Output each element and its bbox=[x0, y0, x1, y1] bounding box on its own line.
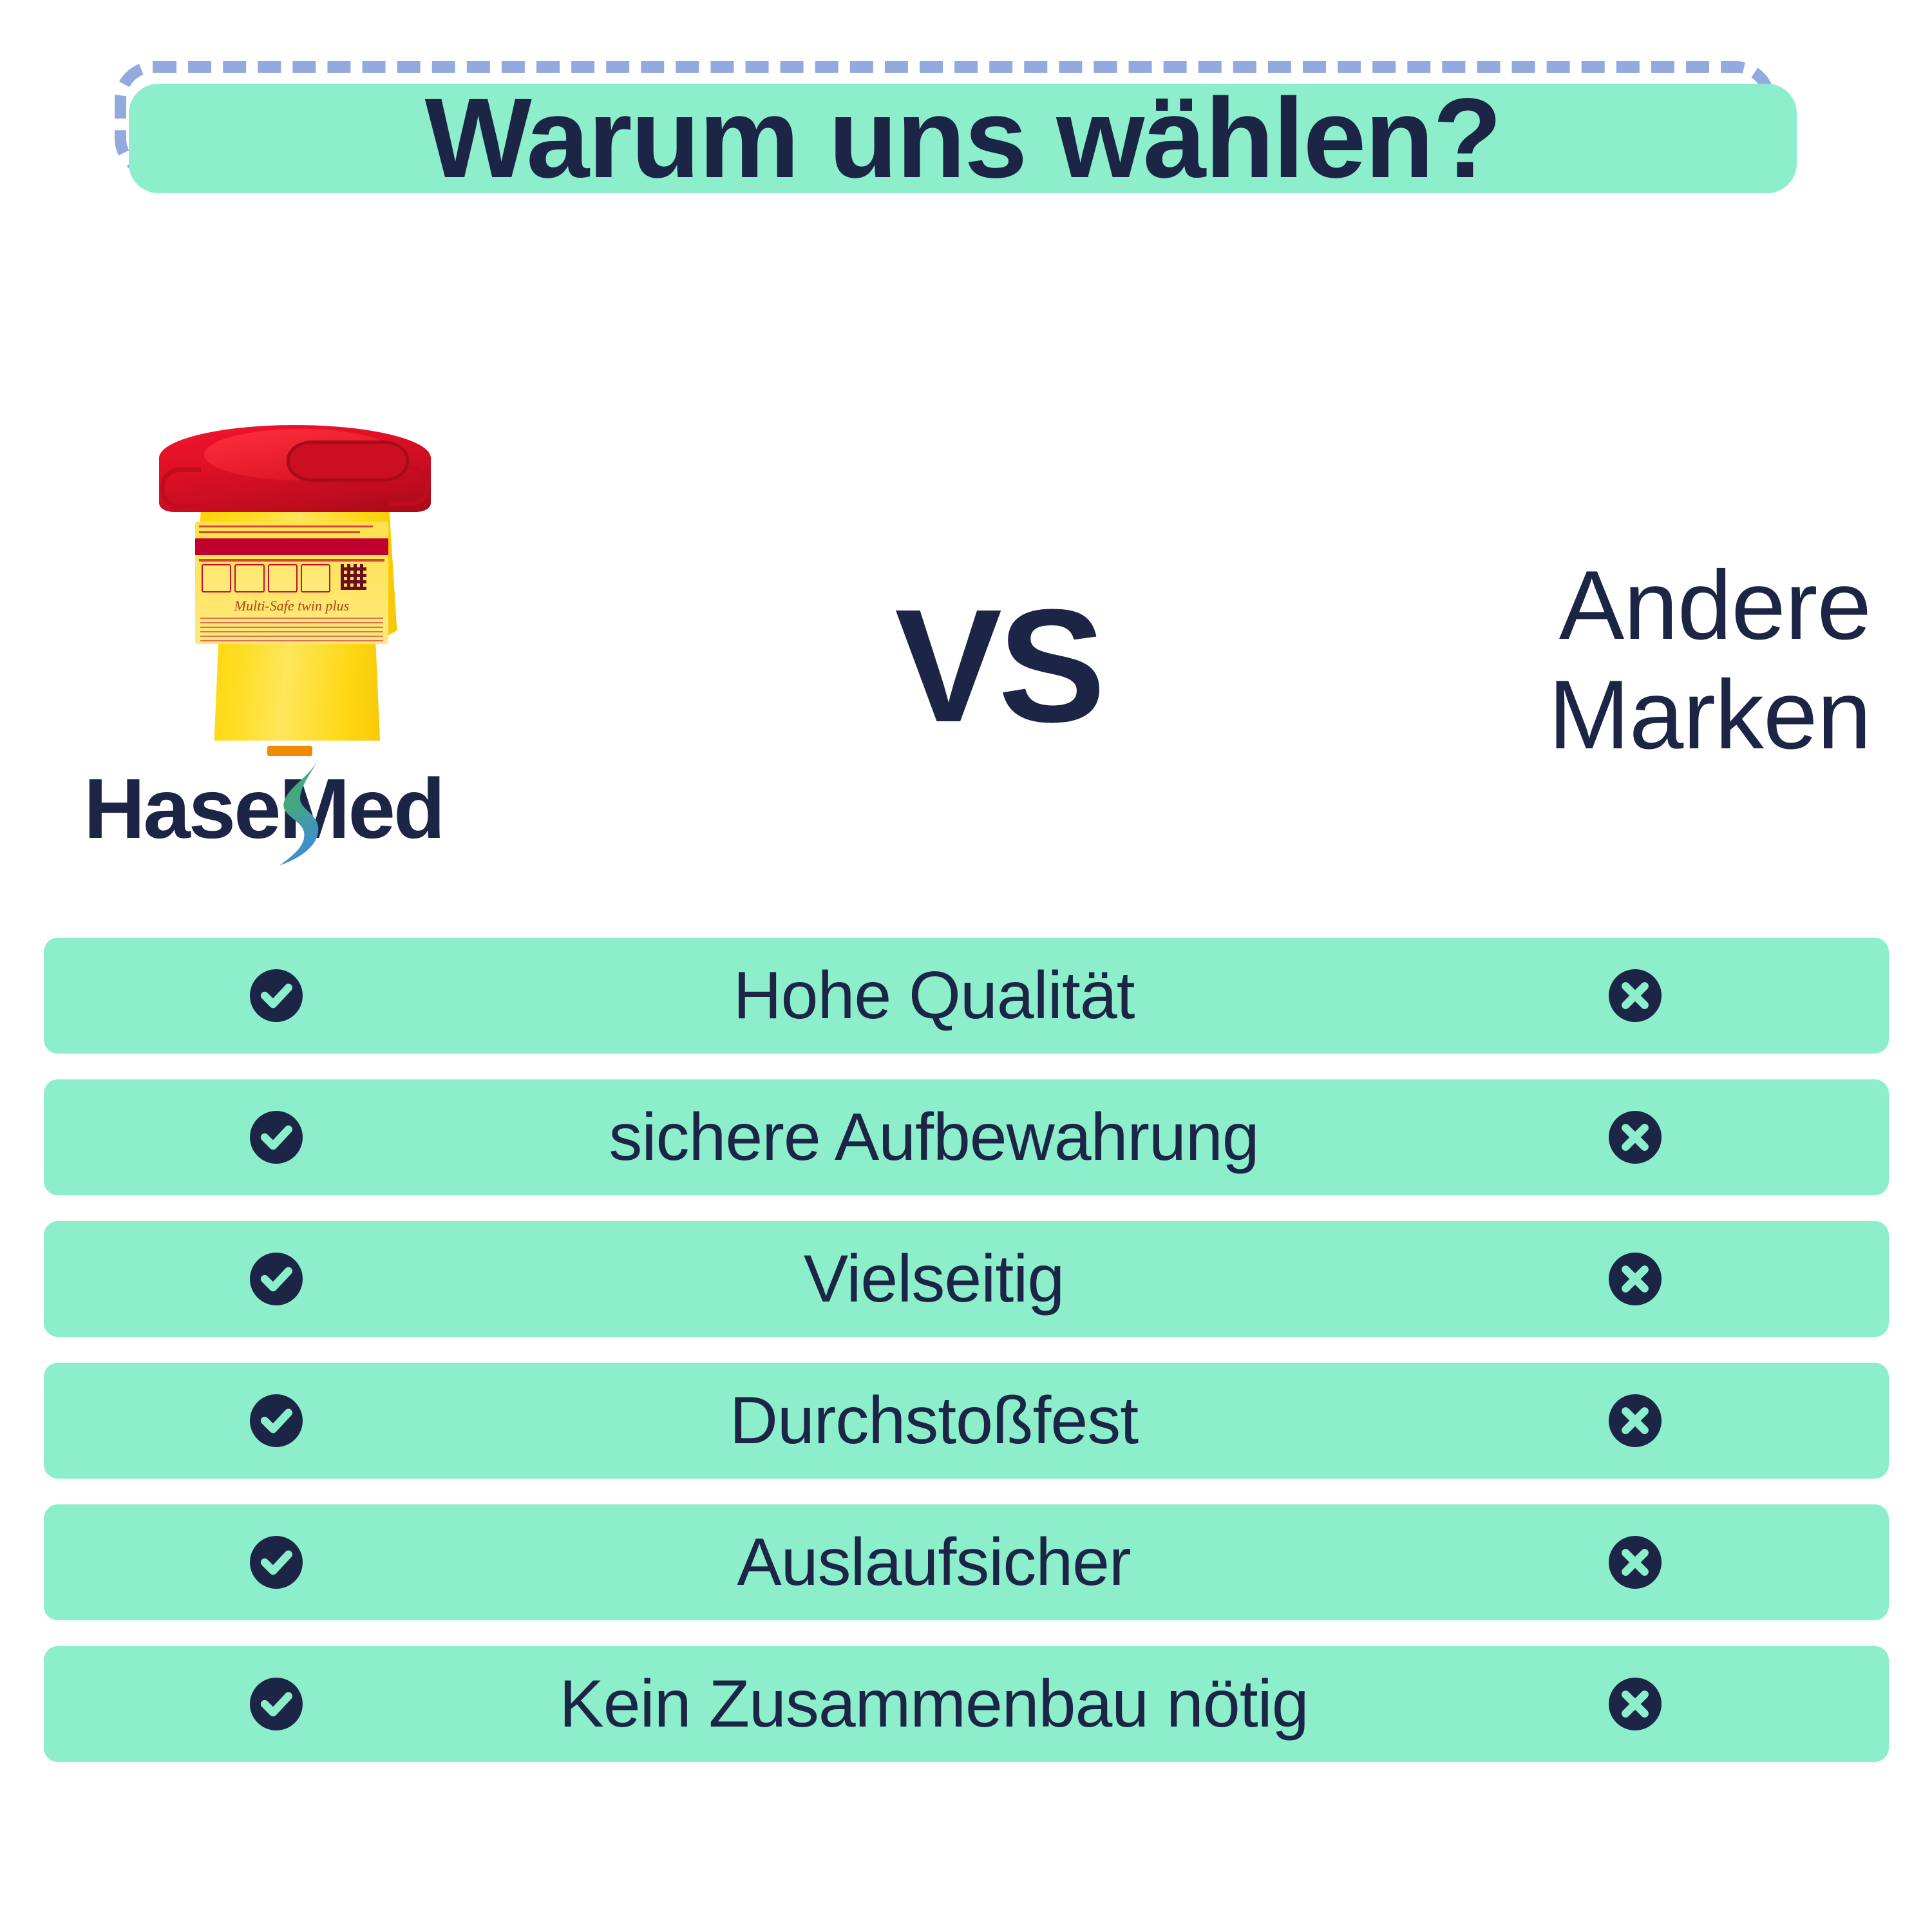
cross-circle-icon bbox=[1608, 1678, 1662, 1730]
check-circle-icon bbox=[249, 1394, 303, 1447]
check-circle-icon bbox=[249, 1678, 303, 1730]
container-fineprint bbox=[200, 617, 383, 641]
cross-circle-icon bbox=[1608, 969, 1662, 1022]
header-banner: Warum uns wählen? bbox=[0, 0, 1932, 213]
feature-label: Vielseitig bbox=[803, 1241, 1065, 1316]
feature-row: Durchstoßfest bbox=[43, 1363, 1889, 1479]
check-circle-icon bbox=[249, 1536, 303, 1589]
check-circle-icon bbox=[249, 1111, 303, 1164]
feature-label: Auslaufsicher bbox=[737, 1524, 1131, 1600]
feature-row: Vielseitig bbox=[43, 1221, 1889, 1337]
container-lid bbox=[159, 425, 431, 512]
feature-row: Hohe Qualität bbox=[43, 938, 1889, 1054]
check-circle-icon bbox=[249, 969, 303, 1022]
container-handle-left bbox=[160, 468, 201, 509]
container-label-text: Multi-Safe twin plus bbox=[234, 598, 350, 614]
feature-row: Kein Zusammenbau nötig bbox=[43, 1646, 1889, 1762]
feature-label: Kein Zusammenbau nötig bbox=[559, 1666, 1309, 1741]
comparison-band: Multi-Safe twin plus HaseMed V bbox=[0, 399, 1932, 908]
header-green-box bbox=[129, 84, 1797, 193]
brand-logo: HaseMed bbox=[84, 759, 535, 866]
hasemed-wave-s-icon bbox=[279, 759, 319, 866]
container-handle-right bbox=[389, 465, 430, 506]
cross-circle-icon bbox=[1608, 1536, 1662, 1589]
feature-label: sichere Aufbewahrung bbox=[609, 1099, 1259, 1175]
feature-row: sichere Aufbewahrung bbox=[43, 1079, 1889, 1195]
container-warning-label: Multi-Safe twin plus bbox=[195, 522, 388, 644]
container-hazard-band bbox=[195, 538, 388, 555]
container-pictograms bbox=[202, 564, 330, 592]
cross-circle-icon bbox=[1608, 1111, 1662, 1164]
cross-circle-icon bbox=[1608, 1394, 1662, 1447]
competitor-label-line2: Marken bbox=[1548, 660, 1871, 770]
check-circle-icon bbox=[249, 1253, 303, 1305]
feature-label: Hohe Qualität bbox=[733, 958, 1135, 1033]
competitor-label-line1: Andere bbox=[1558, 551, 1871, 660]
brand-logo-text: HaseMed bbox=[84, 761, 446, 856]
competitor-label: Andere Marken bbox=[1162, 551, 1871, 770]
container-foot bbox=[267, 746, 312, 756]
container-qr-code bbox=[341, 564, 366, 590]
feature-row: Auslaufsicher bbox=[43, 1504, 1889, 1620]
product-image-sharps-container: Multi-Safe twin plus bbox=[145, 425, 448, 756]
vs-label: VS bbox=[895, 576, 1106, 755]
page-title: Warum uns wählen? bbox=[424, 75, 1502, 202]
feature-list: Hohe Qualität sichere Aufbewahrung Viels… bbox=[0, 938, 1932, 1788]
container-lid-top bbox=[204, 429, 409, 482]
feature-label: Durchstoßfest bbox=[729, 1383, 1139, 1458]
container-lid-slot bbox=[287, 440, 409, 482]
cross-circle-icon bbox=[1608, 1253, 1662, 1305]
